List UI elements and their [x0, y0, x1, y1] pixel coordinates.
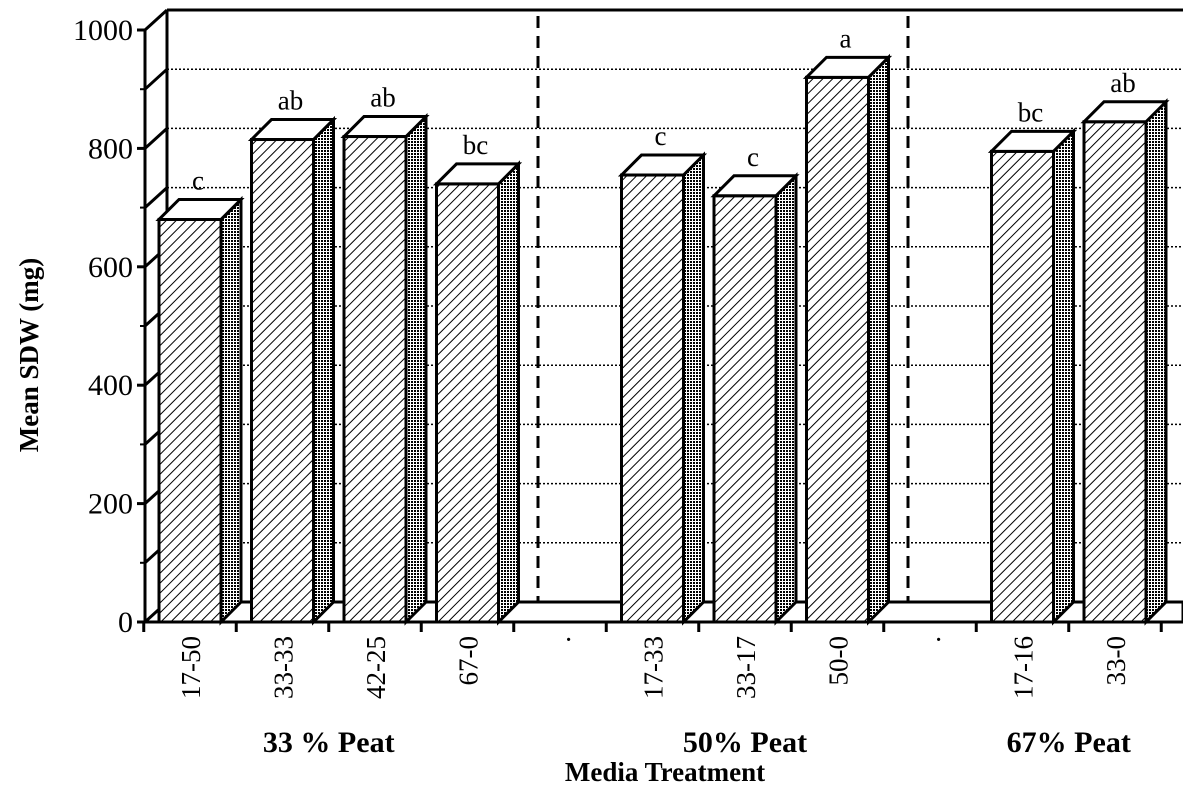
bar-front — [342, 135, 408, 624]
bar-side — [867, 53, 890, 626]
bar-side — [497, 160, 520, 626]
x-tick-label: 33-0 — [1101, 636, 1131, 686]
side-wall-rib — [143, 8, 169, 32]
bar-front — [157, 217, 223, 624]
y-tick-label: 1000 — [73, 14, 133, 47]
bar: bc — [432, 130, 523, 626]
bar-side — [1052, 127, 1075, 626]
bar-front — [805, 75, 870, 624]
x-axis: 17-50 33-33 42-25 67-0. 17-33 33-17 50-0. 17-16… — [142, 620, 1183, 759]
y-tick-label: 800 — [88, 132, 133, 165]
side-wall-rib — [143, 186, 169, 209]
bar-side — [1144, 98, 1168, 626]
y-tick-label: 0 — [118, 606, 133, 639]
x-tick-label: 17-33 — [639, 636, 669, 699]
bar-side — [219, 195, 243, 626]
bar-top — [802, 55, 893, 79]
y-axis: 0 200 400 600 800 1000 — [73, 14, 147, 639]
side-wall-rib — [143, 68, 169, 91]
x-tick-label: 33-17 — [731, 636, 761, 699]
x-tick-label: . — [916, 636, 946, 643]
bar-front — [990, 149, 1055, 624]
y-tick-label: 600 — [88, 251, 133, 284]
bar-side — [312, 115, 335, 626]
bar-front — [435, 182, 500, 624]
bar-front — [712, 194, 778, 624]
group-separators — [536, 16, 910, 602]
x-axis-title: Media Treatment — [565, 757, 765, 787]
significance-label: c — [192, 165, 204, 195]
x-tick-label: 17-50 — [176, 636, 206, 699]
x-tick-label: 67-0 — [454, 636, 484, 686]
bar: ab — [247, 86, 338, 626]
bar: c — [155, 165, 245, 626]
bar-top — [1080, 100, 1170, 124]
bar-front — [1082, 120, 1148, 624]
significance-label: bc — [463, 130, 489, 160]
group-label: 50% Peat — [683, 726, 807, 759]
bar: a — [802, 23, 893, 626]
bar-top — [617, 153, 708, 177]
group-label: 67% Peat — [1007, 726, 1131, 759]
bar-top — [987, 129, 1078, 153]
bar-front — [250, 138, 315, 624]
x-tick-label: 50-0 — [824, 636, 854, 686]
significance-label: ab — [370, 83, 395, 113]
y-tick-label: 200 — [88, 488, 133, 521]
bar-side — [682, 151, 705, 626]
bar-top — [432, 162, 523, 186]
bar-top — [710, 174, 800, 198]
group-label: 33 % Peat — [263, 726, 395, 759]
bar-top — [340, 115, 430, 139]
bar: c — [617, 121, 708, 626]
x-tick-label: 33-33 — [269, 636, 299, 699]
significance-label: a — [840, 23, 852, 53]
bar: ab — [340, 83, 430, 626]
side-wall-rib — [143, 127, 169, 150]
bar: c — [710, 142, 800, 626]
bar: ab — [1080, 68, 1170, 626]
bar-side — [404, 112, 428, 626]
significance-label: ab — [1110, 68, 1135, 98]
bar-side — [774, 172, 798, 626]
bar-front — [620, 173, 685, 624]
y-axis-title: Mean SDW (mg) — [14, 258, 44, 452]
bar-top — [247, 118, 338, 142]
x-tick-label: . — [546, 636, 576, 643]
significance-label: c — [747, 142, 759, 172]
bar: bc — [987, 97, 1078, 626]
significance-label: ab — [278, 86, 303, 116]
significance-label: c — [655, 121, 667, 151]
x-tick-label: 17-16 — [1009, 636, 1039, 699]
y-tick-label: 400 — [88, 369, 133, 402]
significance-label: bc — [1018, 97, 1044, 127]
x-tick-label: 42-25 — [361, 636, 391, 699]
bars: c ab ab bc c c a bc ab — [155, 23, 1170, 626]
bar-top — [155, 197, 245, 221]
